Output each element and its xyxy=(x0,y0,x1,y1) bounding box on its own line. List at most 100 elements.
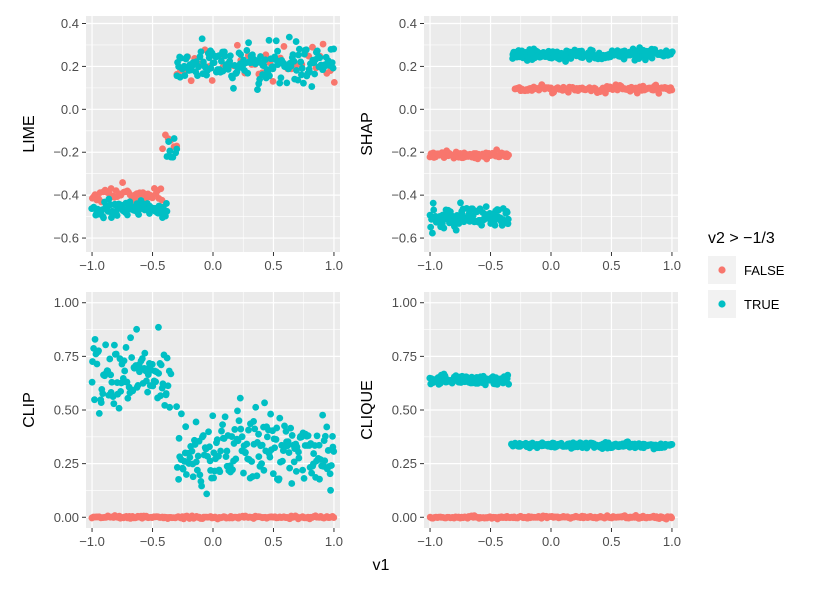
data-point-true xyxy=(219,67,227,75)
data-point-true xyxy=(323,423,331,431)
data-point-true xyxy=(228,433,236,440)
data-point-true xyxy=(194,452,202,460)
data-point-true xyxy=(504,371,512,379)
data-point-true xyxy=(457,199,464,207)
y-axis-title-clip: CLIP xyxy=(21,392,38,428)
data-point-true xyxy=(143,377,150,385)
data-point-true xyxy=(274,47,281,55)
data-point-true xyxy=(231,426,239,433)
data-point-true xyxy=(219,421,226,429)
data-point-true xyxy=(300,474,308,482)
data-point-true xyxy=(330,448,338,455)
data-point-true xyxy=(482,203,490,211)
data-point-false xyxy=(493,146,501,154)
data-point-true xyxy=(263,433,271,441)
data-point-true xyxy=(304,432,312,440)
data-point-true xyxy=(110,341,118,349)
data-point-true xyxy=(175,434,183,442)
data-point-true xyxy=(216,468,224,476)
data-point-true xyxy=(166,403,174,411)
data-point-true xyxy=(266,72,273,80)
data-point-true xyxy=(203,490,211,498)
x-tick-label: 1.0 xyxy=(663,258,681,273)
data-point-true xyxy=(234,437,242,445)
data-point-true xyxy=(99,390,107,397)
data-point-true xyxy=(188,447,196,455)
data-point-true xyxy=(105,195,113,203)
y-tick-label: 0.0 xyxy=(399,102,417,117)
data-point-true xyxy=(288,480,296,487)
data-point-true xyxy=(253,472,261,480)
data-point-false xyxy=(208,77,216,84)
data-point-true xyxy=(95,347,102,355)
data-point-true xyxy=(213,436,221,444)
data-point-true xyxy=(138,355,146,362)
panel-shap: −1.0 −0.5 0.0 0.5 1.0 −0.6 −0.4 −0.2 0.0 0.2 0.4 SH… xyxy=(359,16,681,273)
data-point-true xyxy=(91,335,99,343)
data-point-true xyxy=(275,475,283,483)
data-point-true xyxy=(217,57,225,65)
data-point-true xyxy=(283,79,291,87)
data-point-true xyxy=(326,470,334,478)
data-point-true xyxy=(97,399,105,407)
data-point-true xyxy=(290,458,298,466)
data-point-true xyxy=(258,460,265,468)
data-point-true xyxy=(295,45,303,53)
data-point-true xyxy=(242,448,249,456)
legend-label-true: TRUE xyxy=(744,297,780,312)
data-point-true xyxy=(215,452,222,460)
x-tick-label: 0.0 xyxy=(204,534,222,549)
data-point-true xyxy=(108,378,116,386)
data-point-true xyxy=(166,147,174,155)
data-point-true xyxy=(199,432,207,439)
x-tick-label: −0.5 xyxy=(140,258,166,273)
data-point-true xyxy=(183,53,191,61)
data-point-true xyxy=(234,407,241,415)
data-point-true xyxy=(276,79,284,87)
data-point-true xyxy=(324,447,332,454)
data-point-true xyxy=(152,378,160,386)
data-point-true xyxy=(321,432,329,440)
x-tick-label: 0.0 xyxy=(542,258,560,273)
data-point-true xyxy=(112,350,120,358)
data-point-false xyxy=(668,86,676,94)
data-point-true xyxy=(107,371,115,379)
y-tick-label: 0.50 xyxy=(54,403,79,418)
data-point-true xyxy=(163,354,171,362)
data-point-false xyxy=(330,78,338,86)
data-point-true xyxy=(240,469,247,477)
data-point-true xyxy=(93,360,101,368)
data-point-true xyxy=(115,404,123,412)
data-point-true xyxy=(562,58,569,65)
data-point-true xyxy=(298,64,306,72)
data-point-true xyxy=(226,52,234,60)
data-point-true xyxy=(236,394,244,402)
data-point-true xyxy=(230,84,237,92)
data-point-true xyxy=(210,449,218,457)
y-tick-label: −0.4 xyxy=(53,188,79,203)
data-point-true xyxy=(182,423,190,431)
data-point-true xyxy=(258,441,266,449)
data-point-true xyxy=(222,453,230,460)
data-point-false xyxy=(330,514,338,521)
x-tick-label: −0.5 xyxy=(478,258,504,273)
data-point-true xyxy=(198,35,206,43)
data-point-true xyxy=(505,380,513,388)
data-point-true xyxy=(272,436,280,443)
data-point-true xyxy=(232,455,240,463)
data-point-true xyxy=(117,388,125,395)
data-point-true xyxy=(113,212,121,219)
data-point-true xyxy=(284,438,292,446)
legend-key-true xyxy=(718,300,726,308)
data-point-true xyxy=(302,46,310,54)
data-point-true xyxy=(155,323,162,331)
data-point-true xyxy=(238,433,246,441)
data-point-true xyxy=(102,341,110,349)
data-point-true xyxy=(316,54,324,62)
y-tick-label: −0.6 xyxy=(53,231,79,246)
data-point-false xyxy=(280,43,288,50)
data-point-true xyxy=(195,63,203,71)
data-point-true xyxy=(106,355,114,363)
data-point-true xyxy=(250,418,257,425)
data-point-true xyxy=(155,370,163,377)
